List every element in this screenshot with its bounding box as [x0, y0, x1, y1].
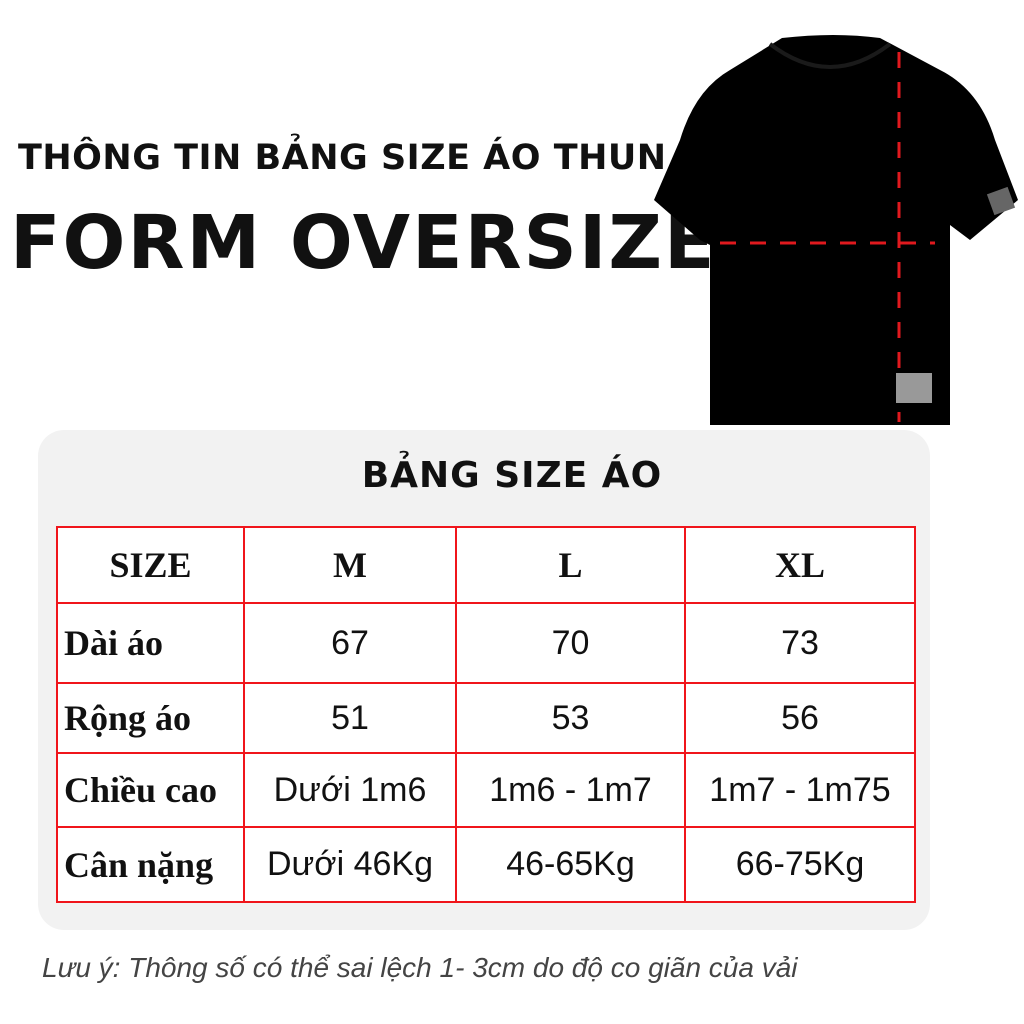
cell: 66-75Kg: [684, 826, 916, 903]
table-row: Chiều cao Dưới 1m6 1m6 - 1m7 1m7 - 1m75: [56, 752, 916, 828]
cell: 53: [455, 682, 686, 754]
cell: 51: [243, 682, 457, 754]
size-chart-title: BẢNG SIZE ÁO: [361, 455, 663, 496]
row-label: Cân nặng: [56, 826, 245, 903]
title-line-2: FORM OVERSIZE: [10, 200, 717, 286]
cell: 1m7 - 1m75: [684, 752, 916, 828]
header-l: L: [455, 526, 686, 604]
table-row: Rộng áo 51 53 56: [56, 682, 916, 754]
hem-label: [896, 373, 932, 403]
header-m: M: [243, 526, 457, 604]
cell: 73: [684, 602, 916, 684]
cell: 46-65Kg: [455, 826, 686, 903]
table-row: Dài áo 67 70 73: [56, 602, 916, 684]
header-xl: XL: [684, 526, 916, 604]
tshirt-body: [654, 35, 1018, 425]
cell: 1m6 - 1m7: [455, 752, 686, 828]
cell: Dưới 46Kg: [243, 826, 457, 903]
table-row: Cân nặng Dưới 46Kg 46-65Kg 66-75Kg: [56, 826, 916, 903]
sleeve-patch: [986, 186, 1016, 216]
cell: 70: [455, 602, 686, 684]
row-label: Dài áo: [56, 602, 245, 684]
row-label: Chiều cao: [56, 752, 245, 828]
cell: Dưới 1m6: [243, 752, 457, 828]
cell: 67: [243, 602, 457, 684]
table-header-row: SIZE M L XL: [56, 526, 916, 604]
disclaimer-note: Lưu ý: Thông số có thể sai lệch 1- 3cm d…: [42, 952, 798, 983]
size-table: SIZE M L XL Dài áo 67 70 73 Rộng áo 51 5…: [56, 526, 916, 903]
title-line-1: THÔNG TIN BẢNG SIZE ÁO THUN: [18, 138, 667, 178]
cell: 56: [684, 682, 916, 754]
header-size: SIZE: [56, 526, 245, 604]
collar: [768, 42, 892, 69]
tshirt-image: [654, 35, 1018, 425]
row-label: Rộng áo: [56, 682, 245, 754]
